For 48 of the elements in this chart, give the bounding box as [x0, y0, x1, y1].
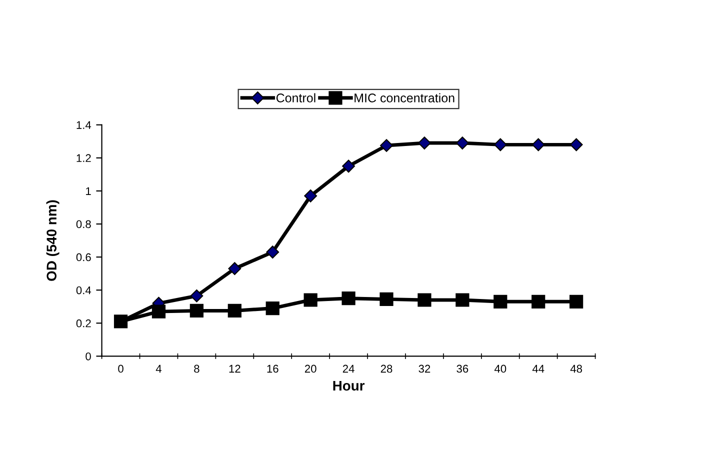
point — [342, 160, 355, 173]
point — [570, 294, 584, 308]
x-tick-label: 32 — [418, 364, 430, 373]
y-tick-label: 0.2 — [76, 319, 91, 328]
point — [532, 138, 545, 152]
point — [418, 136, 431, 150]
point — [380, 292, 394, 306]
y-axis-title: OD (540 nm) — [46, 200, 60, 281]
x-tick-label: 24 — [342, 364, 354, 373]
y-tick-label: 1 — [86, 187, 91, 195]
y-tick-label: 0.4 — [76, 286, 92, 294]
x-tick-label: 48 — [570, 364, 582, 373]
x-tick-label: 4 — [156, 364, 162, 373]
point — [304, 189, 318, 202]
x-tick-label: 0 — [118, 364, 124, 373]
point — [266, 246, 280, 259]
point — [494, 294, 508, 308]
point — [532, 294, 546, 308]
x-tick-label: 44 — [532, 364, 544, 373]
x-tick-label: 16 — [267, 364, 278, 373]
y-tick-label: 1.4 — [76, 121, 92, 129]
point — [342, 292, 356, 306]
y-tick-label: 1.2 — [76, 154, 91, 162]
point — [190, 304, 204, 318]
x-tick-label: 40 — [494, 364, 506, 373]
y-tick-label: 0 — [86, 352, 91, 360]
point — [152, 304, 166, 318]
point — [380, 139, 393, 152]
point — [228, 304, 242, 318]
point — [190, 289, 204, 302]
point — [456, 293, 470, 307]
legend-label: Control — [276, 93, 316, 102]
x-axis-title: Hour — [333, 380, 365, 391]
point — [456, 136, 469, 150]
legend-label: MIC concentration — [354, 93, 454, 102]
point — [304, 293, 318, 307]
x-tick-label: 28 — [380, 364, 392, 373]
x-tick-label: 12 — [229, 364, 240, 373]
y-tick-label: 0.8 — [76, 220, 91, 228]
point — [266, 301, 280, 316]
point — [494, 138, 507, 152]
point — [418, 293, 432, 307]
x-tick-label: 20 — [304, 364, 316, 373]
y-tick-label: 0.6 — [76, 253, 91, 262]
x-tick-label: 8 — [194, 364, 200, 373]
x-tick-label: 36 — [456, 364, 468, 373]
point — [570, 138, 583, 152]
point — [228, 262, 242, 276]
